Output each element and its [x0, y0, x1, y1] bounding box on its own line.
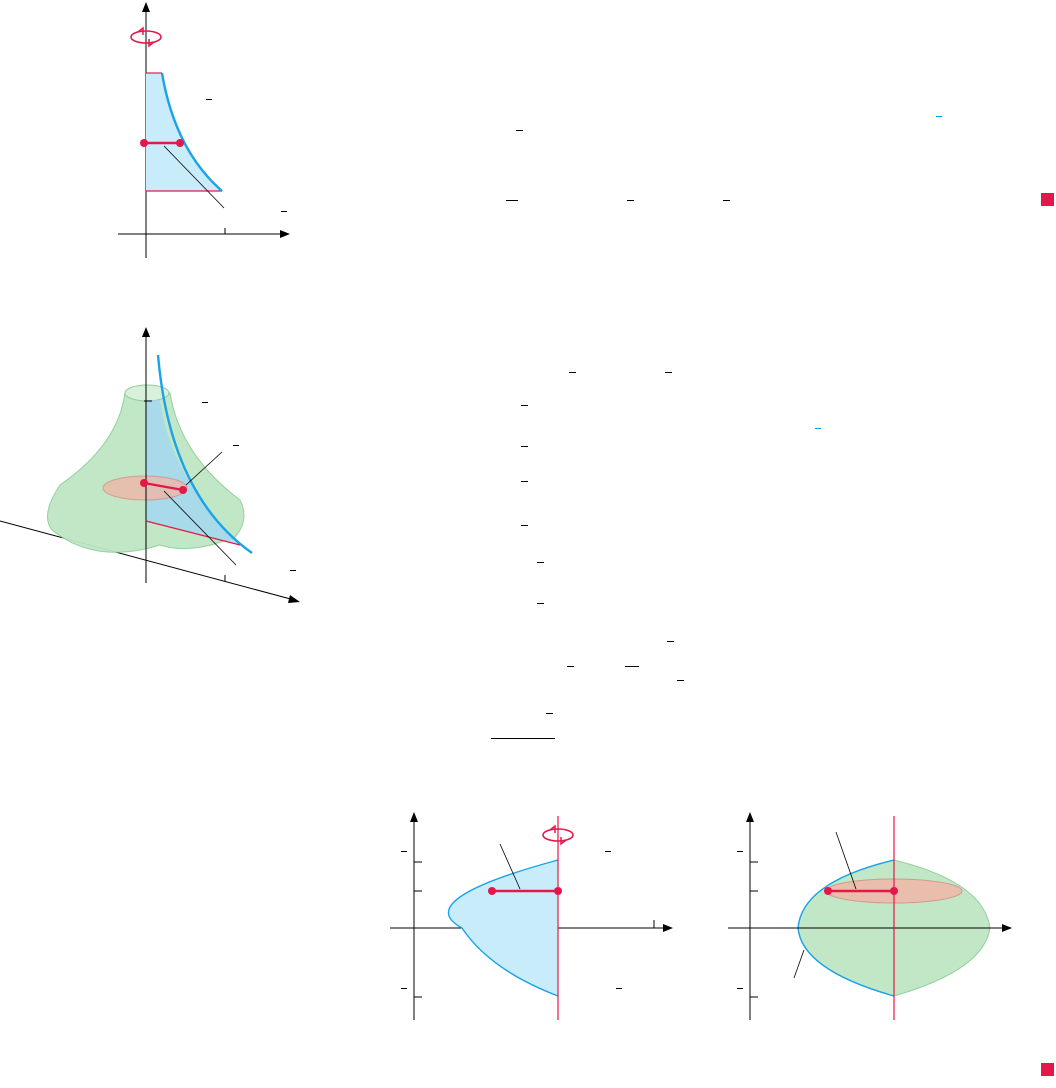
text-fraction-bar — [737, 851, 743, 852]
text-fraction-bar — [667, 641, 674, 642]
strip-left-point — [824, 887, 832, 895]
strip-left-point — [140, 139, 148, 147]
strip-leader-line — [163, 145, 225, 209]
rotation-arrow-icon — [542, 824, 574, 846]
x-axis-3d — [0, 520, 299, 602]
text-fraction-bar — [521, 446, 528, 447]
text-fraction-bar — [737, 988, 743, 989]
text-fraction-bar — [567, 666, 574, 667]
text-fraction-bar — [537, 562, 544, 563]
strip-right-point — [890, 887, 898, 895]
shaded-region — [146, 73, 222, 191]
text-fraction-bar — [202, 402, 208, 403]
strip-right-point — [554, 887, 562, 895]
text-fraction-bar — [516, 130, 523, 131]
end-of-solution-square-icon — [1041, 193, 1054, 206]
shaded-region-3d — [146, 400, 240, 545]
y-axis-arrow — [142, 2, 150, 12]
leader-line-lower — [163, 490, 237, 566]
text-fraction-bar — [605, 851, 611, 852]
figure-solid-b — [0, 327, 300, 603]
text-fraction-bar — [625, 666, 639, 667]
text-fraction-bar — [723, 200, 730, 201]
y-axis-arrow — [410, 812, 418, 822]
text-fraction-bar — [627, 200, 634, 201]
parabola-curve — [447, 859, 559, 997]
x-axis-arrow — [663, 924, 673, 932]
text-fraction-bar — [281, 211, 287, 212]
text-fraction-bar-link — [936, 116, 942, 117]
curve — [160, 72, 223, 192]
cross-section-disk — [102, 475, 188, 501]
figure-region-c — [390, 812, 673, 1020]
curve — [156, 354, 253, 554]
bottom-boundary — [145, 520, 241, 546]
figure-solid-d — [728, 812, 1012, 1020]
text-fraction-bar — [506, 200, 518, 201]
edge-leader-line — [793, 949, 805, 979]
leader-line-upper — [185, 451, 223, 486]
text-fraction-bar — [677, 680, 684, 681]
shaded-region — [448, 860, 558, 996]
strip-right-point — [176, 139, 184, 147]
text-fraction-bar — [521, 481, 528, 482]
text-fraction-bar — [665, 372, 672, 373]
end-of-solution-square-icon — [1041, 1063, 1054, 1076]
y-axis-arrow — [746, 812, 754, 822]
strip — [143, 481, 184, 492]
text-fraction-bar — [569, 372, 576, 373]
figure-region-a — [118, 2, 290, 258]
text-fraction-bar — [401, 988, 407, 989]
y-axis-arrow — [142, 327, 150, 337]
rotation-arrow-icon — [130, 26, 162, 48]
text-fraction-bar — [521, 525, 528, 526]
text-fraction-bar — [233, 445, 239, 446]
text-fraction-bar — [206, 99, 212, 100]
text-fraction-bar-link — [815, 428, 821, 429]
text-fraction-bar — [546, 713, 553, 714]
x-axis-arrow — [1002, 924, 1012, 932]
text-fraction-bar — [521, 405, 528, 406]
x-axis-arrow — [288, 595, 300, 603]
text-fraction-bar-long — [491, 738, 555, 739]
strip-left-point — [488, 887, 496, 895]
text-fraction-bar — [401, 851, 407, 852]
x-axis-arrow — [280, 230, 290, 238]
strip-right-point — [179, 486, 187, 494]
strip-leader-line — [835, 831, 857, 890]
text-fraction-bar — [537, 603, 544, 604]
strip-left-point — [140, 479, 148, 487]
text-fraction-bar — [616, 988, 622, 989]
strip-leader-line — [499, 843, 521, 890]
text-fraction-bar — [290, 570, 296, 571]
